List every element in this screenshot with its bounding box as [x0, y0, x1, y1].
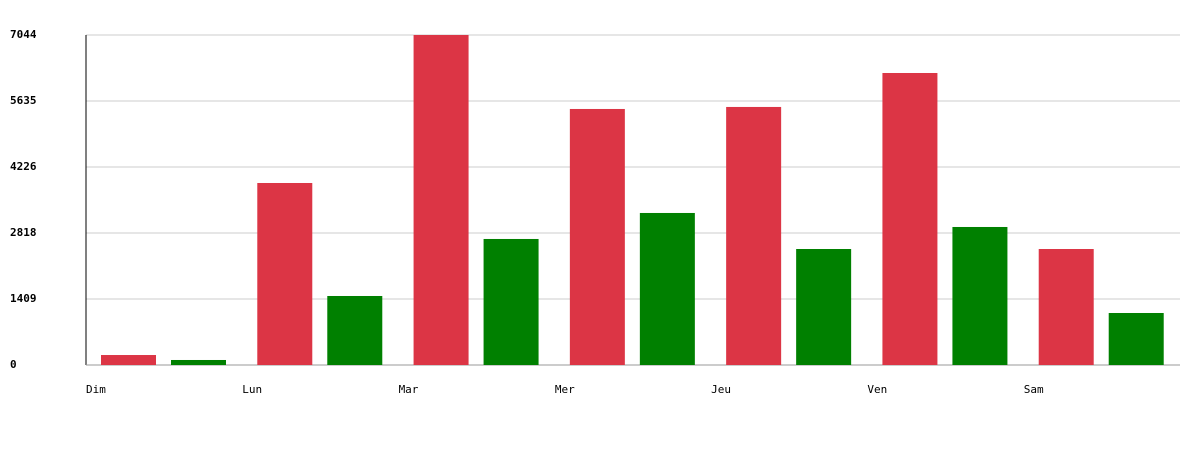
bar — [1038, 249, 1094, 365]
bar — [171, 359, 226, 365]
bar — [327, 295, 383, 365]
bar — [1108, 312, 1164, 365]
y-tick-label: 0 — [10, 358, 17, 371]
bar — [796, 249, 852, 365]
x-tick-label: Lun — [242, 383, 262, 396]
y-tick-label: 1409 — [10, 292, 37, 305]
x-tick-label: Mar — [399, 383, 419, 396]
x-tick-label: Ven — [867, 383, 887, 396]
y-tick-label: 7044 — [10, 28, 37, 41]
bar — [101, 355, 156, 365]
x-tick-label: Jeu — [711, 383, 731, 396]
y-tick-label: 5635 — [10, 94, 37, 107]
x-tick-label: Dim — [86, 383, 106, 396]
bar — [952, 226, 1008, 365]
y-tick-label: 4226 — [10, 160, 37, 173]
bar — [639, 212, 695, 365]
x-tick-label: Sam — [1024, 383, 1044, 396]
bar — [413, 35, 469, 365]
bar — [483, 238, 539, 365]
y-tick-label: 2818 — [10, 226, 37, 239]
x-tick-label: Mer — [555, 383, 575, 396]
bar — [882, 72, 938, 366]
bar — [569, 108, 625, 365]
bar — [726, 106, 782, 366]
bar — [257, 182, 313, 365]
